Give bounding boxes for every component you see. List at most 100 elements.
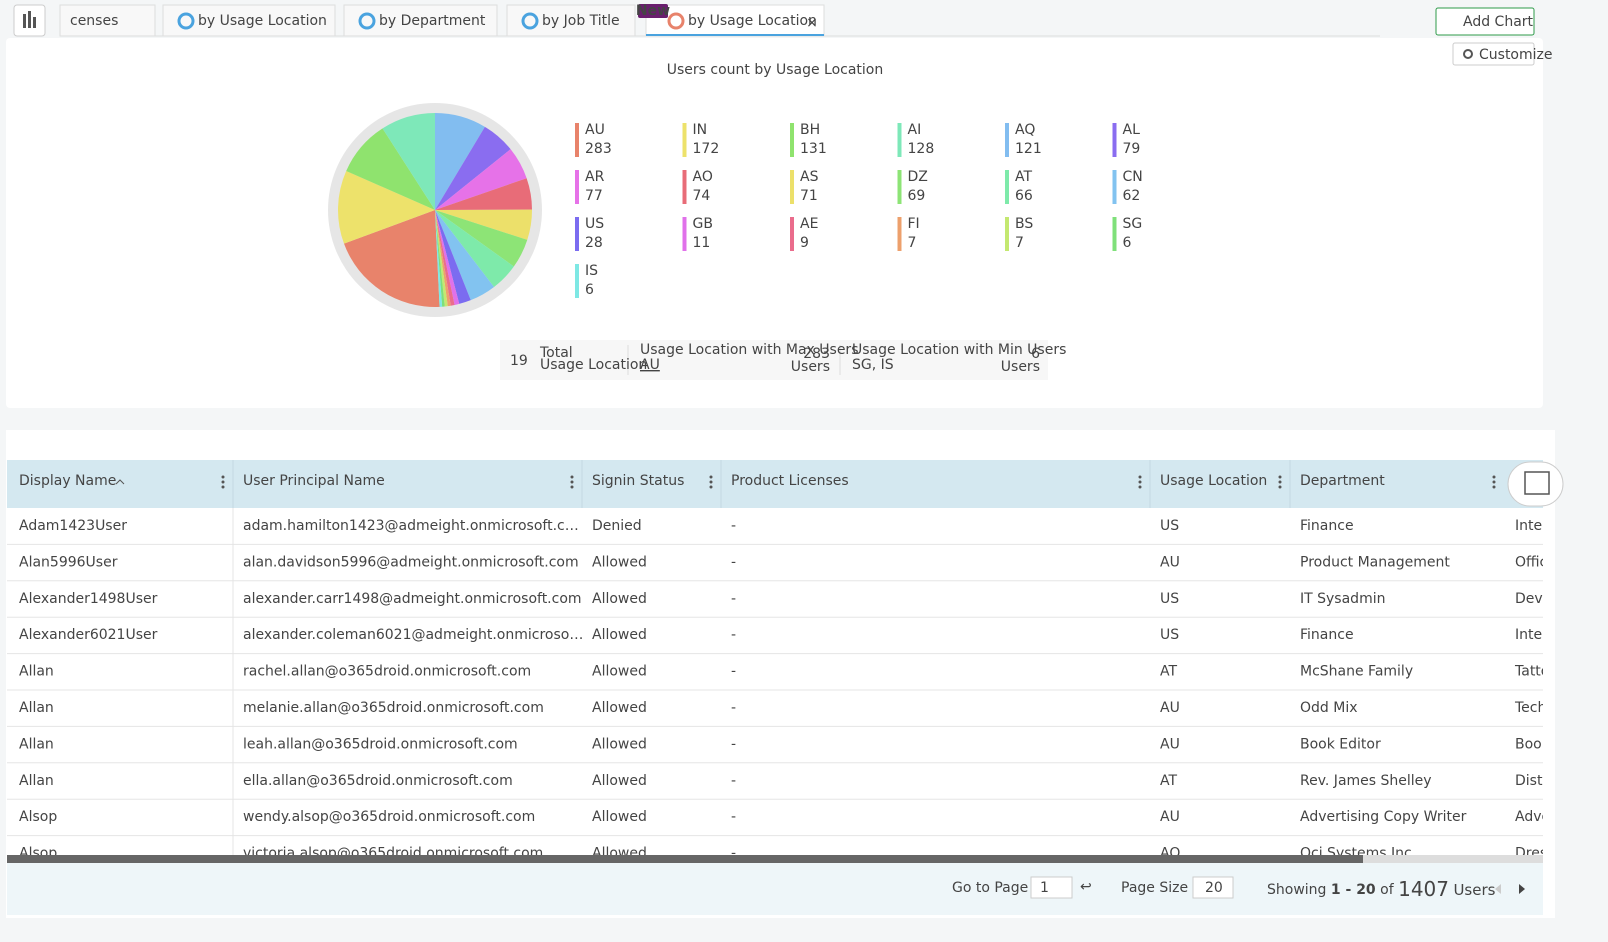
table-cell: leah.allan@o365droid.onmicrosoft.com — [243, 736, 518, 752]
showing-total: 1407 — [1398, 877, 1449, 901]
legend-value: 28 — [585, 235, 603, 251]
add-chart-button[interactable] — [1435, 7, 1535, 36]
legend-swatch — [682, 170, 687, 204]
column-menu-dot — [1138, 480, 1142, 484]
column-menu-dot — [570, 480, 574, 484]
prev-page[interactable] — [1495, 884, 1501, 894]
min-value: 6 — [1031, 346, 1040, 362]
legend-value: 6 — [585, 282, 594, 298]
table-cell: - — [731, 809, 736, 825]
page-size-input[interactable] — [1192, 876, 1234, 899]
column-menu-dot — [221, 480, 225, 484]
legend-label: US — [585, 216, 604, 232]
legend-label: IN — [693, 122, 708, 138]
table-cell: AT — [1160, 664, 1177, 680]
pie-slice — [435, 210, 445, 307]
legend-value: 66 — [1015, 188, 1033, 204]
pie-slice — [435, 210, 495, 301]
table-cell: McShane Family — [1300, 664, 1413, 680]
table-cell: Tatto — [1514, 664, 1549, 680]
legend-value: 79 — [1123, 141, 1141, 157]
pie-slice — [435, 210, 451, 307]
page-input[interactable] — [1030, 876, 1073, 899]
table-cell: Book — [1515, 736, 1551, 752]
table-cell: Allowed — [592, 627, 647, 643]
tab-label: censes — [70, 13, 118, 29]
table-cell: Allan — [19, 773, 54, 789]
tab[interactable] — [59, 4, 156, 37]
legend-value: 11 — [693, 235, 711, 251]
table-cell: Book Editor — [1300, 736, 1381, 752]
table-cell: - — [731, 846, 736, 862]
legend-value: 131 — [800, 141, 827, 157]
table-cell: alexander.carr1498@admeight.onmicrosoft.… — [243, 591, 582, 607]
legend-label: BH — [800, 122, 820, 138]
table-cell: Allowed — [592, 700, 647, 716]
table-cell: ella.allan@o365droid.onmicrosoft.com — [243, 773, 513, 789]
scroll-thumb[interactable] — [7, 855, 1363, 863]
legend-label: AT — [1015, 169, 1032, 185]
legend-swatch — [897, 123, 902, 157]
table-cell: AU — [1160, 700, 1180, 716]
total-small: Total — [539, 345, 573, 361]
table-cell: rachel.allan@o365droid.onmicrosoft.com — [243, 664, 531, 680]
chart-title: Users count by Usage Location — [667, 62, 884, 78]
tab-icon — [521, 12, 539, 30]
tab-close: × — [806, 15, 818, 31]
legend-swatch — [1112, 217, 1117, 251]
column-header: Product Licenses — [731, 473, 849, 489]
legend-value: 77 — [585, 188, 603, 204]
table-cell: - — [731, 773, 736, 789]
legend-label: CN — [1123, 169, 1143, 185]
tab[interactable] — [506, 4, 636, 37]
legend-swatch — [575, 170, 579, 204]
table-cell: Alsop — [19, 809, 57, 825]
table-cell: - — [731, 554, 736, 570]
total-label: Usage Location — [540, 357, 647, 373]
column-settings[interactable] — [1507, 461, 1564, 507]
column-menu-dot — [1492, 475, 1496, 479]
tab[interactable] — [343, 4, 498, 37]
table-cell: victoria.alsop@o365droid.onmicrosoft.com — [243, 846, 543, 862]
footer-bar — [7, 863, 1543, 915]
legend-label: DZ — [908, 169, 928, 185]
legend-swatch — [575, 217, 579, 251]
table-cell: alan.davidson5996@admeight.onmicrosoft.c… — [243, 554, 579, 570]
bar-icon — [23, 11, 36, 28]
legend-label: FI — [908, 216, 920, 232]
showing-unit: Users — [1453, 881, 1495, 899]
table-cell: AT — [1160, 773, 1177, 789]
table-cell: - — [731, 627, 736, 643]
page-input-value: 1 — [1040, 880, 1049, 896]
pie-slice — [435, 210, 528, 267]
tab[interactable] — [645, 4, 825, 37]
legend-label: GB — [693, 216, 713, 232]
table-cell: Distr — [1515, 773, 1548, 789]
tab-icon — [667, 12, 685, 30]
go-arrow: ↩ — [1080, 879, 1092, 895]
legend-swatch — [682, 217, 687, 251]
tab-active-line — [646, 34, 824, 36]
table-cell: Allowed — [592, 736, 647, 752]
pie-slice — [344, 210, 440, 307]
pie-slice — [435, 178, 532, 210]
table-cell: AU — [1160, 736, 1180, 752]
table-cell: wendy.alsop@o365droid.onmicrosoft.com — [243, 809, 535, 825]
sort-arrow — [115, 479, 125, 485]
column-menu-dot — [1492, 480, 1496, 484]
table-cell: Oci Systems Inc — [1300, 846, 1412, 862]
next-page[interactable] — [1519, 884, 1525, 894]
legend-swatch — [1112, 123, 1117, 157]
tab-label: by Job Title — [542, 13, 620, 29]
table-cell: Allowed — [592, 664, 647, 680]
table-cell: Allowed — [592, 773, 647, 789]
legend-value: 7 — [908, 235, 917, 251]
legend-value: 7 — [1015, 235, 1024, 251]
summary-box — [500, 340, 1048, 380]
legend-swatch — [790, 123, 794, 157]
column-menu-dot — [709, 480, 713, 484]
pie-slice — [435, 210, 455, 306]
table-cell: Tech — [1514, 700, 1546, 716]
customize-button[interactable] — [1452, 42, 1535, 66]
